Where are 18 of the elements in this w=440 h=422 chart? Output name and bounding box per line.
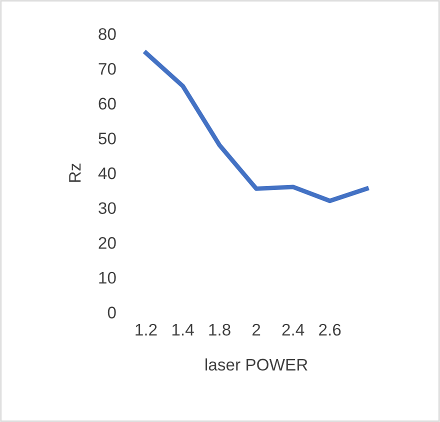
y-tick-label: 60 (98, 98, 116, 110)
y-tick-label: 10 (99, 272, 116, 284)
x-tick-label: 1.8 (209, 324, 230, 336)
y-tick-label: 80 (98, 28, 116, 40)
x-tick-label: 2.6 (319, 324, 341, 336)
line-series (144, 50, 369, 204)
x-tick-label: 1.2 (136, 324, 157, 336)
y-tick-label: 20 (98, 237, 116, 249)
x-tick-label: 2 (252, 324, 260, 336)
y-tick-label: 50 (98, 132, 116, 144)
y-tick-label: 40 (98, 167, 116, 180)
y-tick-label: 0 (108, 306, 116, 318)
y-tick-label: 30 (98, 202, 116, 214)
x-tick-label: 1.4 (172, 324, 194, 336)
y-axis-title: Rz (69, 164, 81, 182)
x-tick-label: 2.4 (282, 324, 304, 336)
y-tick-label: 70 (98, 62, 116, 75)
x-axis-title: laser POWER (206, 358, 308, 371)
